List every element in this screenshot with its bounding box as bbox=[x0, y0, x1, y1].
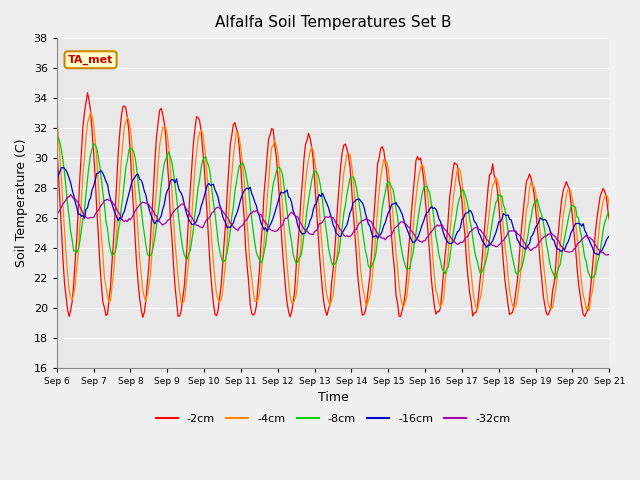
-8cm bbox=[400, 257, 408, 263]
-2cm bbox=[84, 90, 92, 96]
-2cm bbox=[605, 217, 613, 223]
X-axis label: Time: Time bbox=[317, 391, 348, 405]
-32cm bbox=[67, 192, 74, 198]
-16cm bbox=[540, 217, 547, 223]
-4cm bbox=[68, 297, 76, 302]
-32cm bbox=[400, 220, 408, 226]
-2cm bbox=[371, 205, 378, 211]
-16cm bbox=[59, 165, 67, 170]
-2cm bbox=[159, 112, 166, 118]
-32cm bbox=[70, 196, 77, 202]
-4cm bbox=[369, 266, 377, 272]
Line: -8cm: -8cm bbox=[57, 138, 609, 279]
Line: -2cm: -2cm bbox=[57, 93, 609, 317]
-8cm bbox=[388, 184, 396, 190]
-8cm bbox=[605, 208, 613, 214]
-32cm bbox=[53, 211, 61, 216]
-4cm bbox=[586, 308, 593, 313]
-32cm bbox=[388, 232, 396, 238]
-2cm bbox=[541, 302, 548, 308]
-32cm bbox=[157, 221, 165, 227]
Y-axis label: Soil Temperature (C): Soil Temperature (C) bbox=[15, 139, 28, 267]
-16cm bbox=[400, 216, 408, 222]
-2cm bbox=[139, 314, 147, 320]
-2cm bbox=[68, 299, 76, 304]
-16cm bbox=[605, 233, 613, 239]
-4cm bbox=[388, 193, 396, 199]
-8cm bbox=[54, 135, 62, 141]
-4cm bbox=[605, 204, 613, 210]
-4cm bbox=[157, 134, 165, 140]
Title: Alfalfa Soil Temperatures Set B: Alfalfa Soil Temperatures Set B bbox=[215, 15, 451, 30]
-4cm bbox=[540, 259, 547, 265]
-32cm bbox=[605, 251, 613, 257]
-16cm bbox=[157, 213, 165, 219]
-32cm bbox=[540, 235, 547, 240]
-2cm bbox=[53, 143, 61, 148]
-2cm bbox=[389, 252, 397, 257]
-8cm bbox=[369, 260, 377, 265]
Legend: -2cm, -4cm, -8cm, -16cm, -32cm: -2cm, -4cm, -8cm, -16cm, -32cm bbox=[152, 409, 515, 428]
-4cm bbox=[87, 109, 95, 115]
-4cm bbox=[400, 305, 408, 311]
-32cm bbox=[604, 252, 612, 258]
Text: TA_met: TA_met bbox=[68, 55, 113, 65]
-16cm bbox=[388, 202, 396, 208]
-8cm bbox=[157, 182, 165, 188]
-32cm bbox=[369, 223, 377, 228]
-16cm bbox=[53, 176, 61, 181]
-8cm bbox=[53, 138, 61, 144]
-8cm bbox=[540, 220, 547, 226]
Line: -16cm: -16cm bbox=[57, 168, 609, 255]
-16cm bbox=[595, 252, 602, 258]
-2cm bbox=[401, 291, 409, 297]
-8cm bbox=[552, 276, 559, 282]
-8cm bbox=[70, 248, 77, 254]
-16cm bbox=[369, 234, 377, 240]
-4cm bbox=[53, 114, 61, 120]
Line: -32cm: -32cm bbox=[57, 195, 609, 255]
Line: -4cm: -4cm bbox=[57, 112, 609, 311]
-16cm bbox=[70, 192, 77, 198]
